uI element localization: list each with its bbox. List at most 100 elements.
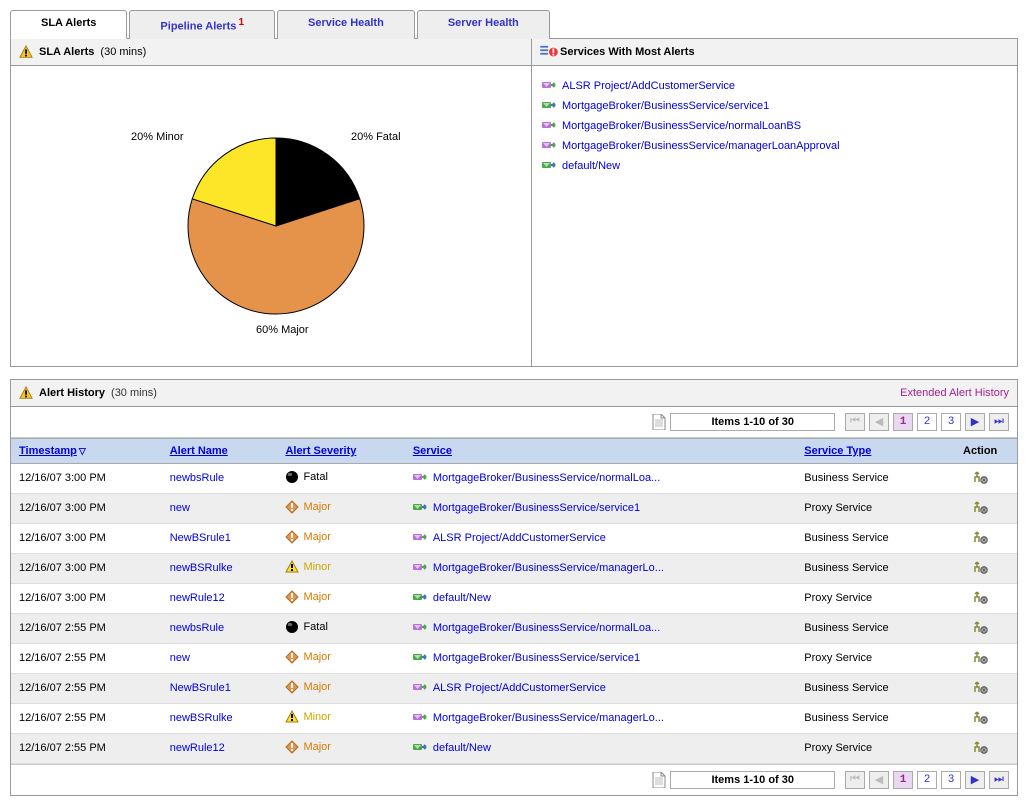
tab-pipeline-alerts[interactable]: Pipeline Alerts1 [129,10,275,39]
cell-service: MortgageBroker/BusinessService/normalLoa… [405,463,796,493]
cell-severity: Major [277,523,404,553]
service-link[interactable]: ALSR Project/AddCustomerService [562,80,735,92]
service-link[interactable]: MortgageBroker/BusinessService/service1 [562,100,769,112]
alert-name-link[interactable]: new [170,502,190,514]
sort-link[interactable]: Alert Name [170,445,228,457]
cell-service-type: Business Service [796,613,943,643]
action-icon[interactable] [972,686,988,698]
service-link[interactable]: MortgageBroker/BusinessService/normalLoa… [433,472,660,484]
page-number-button[interactable]: 1 [893,771,913,789]
service-link[interactable]: MortgageBroker/BusinessService/managerLo… [433,712,664,724]
alert-name-link[interactable]: newbsRule [170,622,224,634]
sort-link[interactable]: Service Type [804,445,871,457]
cell-service-type: Business Service [796,673,943,703]
alert-name-link[interactable]: NewBSrule1 [170,682,231,694]
column-header-service-type[interactable]: Service Type [796,438,943,463]
service-list-item: MortgageBroker/BusinessService/service1 [542,96,1007,116]
alert-name-link[interactable]: NewBSrule1 [170,532,231,544]
cell-timestamp: 12/16/07 2:55 PM [11,733,162,763]
document-icon[interactable] [652,772,666,788]
service-link[interactable]: default/New [433,592,491,604]
next-page-button[interactable]: ▶ [965,771,985,789]
cell-timestamp: 12/16/07 2:55 PM [11,643,162,673]
cell-service: default/New [405,733,796,763]
cell-alert-name: NewBSrule1 [162,523,278,553]
action-icon[interactable] [972,476,988,488]
table-row: 12/16/07 3:00 PM newbsRule Fatal MortgageBr… [11,463,1017,493]
alert-name-link[interactable]: newBSRulke [170,562,233,574]
alert-name-link[interactable]: new [170,652,190,664]
alert-name-link[interactable]: newbsRule [170,472,224,484]
severity-icon [285,740,299,754]
action-icon[interactable] [972,536,988,548]
service-icon [542,139,556,153]
service-icon [542,99,556,113]
cell-alert-name: newRule12 [162,583,278,613]
service-link[interactable]: ALSR Project/AddCustomerService [433,682,606,694]
page-number-button[interactable]: 2 [917,771,937,789]
cell-alert-name: newBSRulke [162,553,278,583]
table-row: 12/16/07 3:00 PMnewBSRulkeMinorMortgageB… [11,553,1017,583]
cell-service: MortgageBroker/BusinessService/managerLo… [405,553,796,583]
page-number-button[interactable]: 2 [917,413,937,431]
last-page-button[interactable]: ⏭ [989,413,1009,431]
page-number-button[interactable]: 3 [941,413,961,431]
severity-icon [285,530,299,544]
column-header-alert-severity[interactable]: Alert Severity [277,438,404,463]
service-link[interactable]: ALSR Project/AddCustomerService [433,532,606,544]
service-link[interactable]: MortgageBroker/BusinessService/service1 [433,652,640,664]
document-icon[interactable] [652,414,666,430]
cell-alert-name: newRule12 [162,733,278,763]
column-header-timestamp[interactable]: Timestamp▽ [11,438,162,463]
alert-name-link[interactable]: newRule12 [170,592,225,604]
pie-slice-label: 60% Major [256,324,309,336]
tab-server-health[interactable]: Server Health [417,10,550,39]
service-link[interactable]: MortgageBroker/BusinessService/managerLo… [562,140,840,152]
pager-top: Items 1-10 of 30⏮◀123▶⏭ [11,407,1017,438]
cell-timestamp: 12/16/07 3:00 PM [11,553,162,583]
service-link[interactable]: MortgageBroker/BusinessService/normalLoa… [562,120,801,132]
alert-name-link[interactable]: newBSRulke [170,712,233,724]
service-link[interactable]: default/New [562,160,620,172]
column-header-alert-name[interactable]: Alert Name [162,438,278,463]
cell-action [943,613,1017,643]
last-page-button[interactable]: ⏭ [989,771,1009,789]
alert-name-link[interactable]: newRule12 [170,742,225,754]
service-icon [413,561,427,575]
alert-history-table: Timestamp▽ Alert Name Alert Severity Servic… [11,438,1017,764]
service-link[interactable]: MortgageBroker/BusinessService/managerLo… [433,562,664,574]
tab-service-health[interactable]: Service Health [277,10,415,39]
cell-action [943,493,1017,523]
sort-indicator-icon: ▽ [79,446,86,456]
action-icon[interactable] [972,746,988,758]
warning-icon [19,386,33,400]
severity-text: Minor [303,711,331,723]
next-page-button[interactable]: ▶ [965,413,985,431]
alert-history-section: Alert History (30 mins) Extended Alert H… [10,379,1018,796]
sla-alerts-panel: SLA Alerts (30 mins) 20% Fatal60% Major2… [11,39,531,366]
cell-timestamp: 12/16/07 3:00 PM [11,463,162,493]
sort-link[interactable]: Service [413,445,452,457]
extended-alert-history-link[interactable]: Extended Alert History [900,387,1009,399]
action-icon[interactable] [972,716,988,728]
cell-service: MortgageBroker/BusinessService/service1 [405,493,796,523]
action-icon[interactable] [972,656,988,668]
cell-severity: Major [277,733,404,763]
page-number-button[interactable]: 3 [941,771,961,789]
action-icon[interactable] [972,566,988,578]
service-link[interactable]: default/New [433,742,491,754]
service-icon [413,531,427,545]
sort-link[interactable]: Timestamp [19,445,77,457]
column-header-service[interactable]: Service [405,438,796,463]
page-number-button[interactable]: 1 [893,413,913,431]
tab-sla-alerts[interactable]: SLA Alerts [10,10,127,39]
cell-severity: Fatal [277,463,404,493]
cell-action [943,703,1017,733]
service-link[interactable]: MortgageBroker/BusinessService/normalLoa… [433,622,660,634]
sort-link[interactable]: Alert Severity [285,445,356,457]
action-icon[interactable] [972,626,988,638]
services-most-alerts-panel: Services With Most Alerts ALSR Project/A… [531,39,1017,366]
action-icon[interactable] [972,596,988,608]
action-icon[interactable] [972,506,988,518]
service-link[interactable]: MortgageBroker/BusinessService/service1 [433,502,640,514]
